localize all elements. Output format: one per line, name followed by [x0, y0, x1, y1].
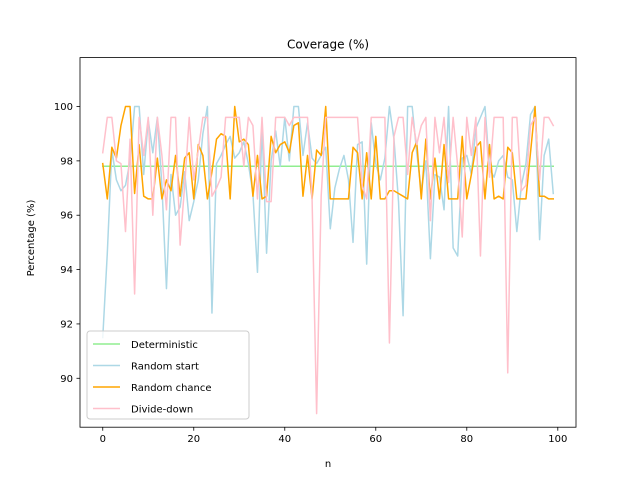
legend-label: Random chance [131, 383, 212, 394]
x-axis-label: n [325, 459, 331, 470]
y-axis-label: Percentage (%) [26, 200, 37, 277]
x-tick-label: 60 [369, 434, 382, 445]
series-line-random-start [101, 105, 555, 339]
chart-title: Coverage (%) [287, 38, 369, 52]
plot-area [79, 57, 577, 428]
y-tick-label: 92 [60, 319, 73, 330]
series-line-divide-down [101, 116, 555, 415]
legend-label: Deterministic [131, 340, 198, 351]
y-axis: 90 92 94 96 98 100 [54, 102, 80, 385]
y-tick-label: 96 [60, 211, 73, 222]
x-axis: 0 20 40 60 80 100 [100, 427, 567, 445]
x-tick-label: 100 [548, 434, 567, 445]
legend-label: Divide-down [131, 405, 193, 416]
y-tick-label: 100 [54, 102, 73, 113]
series-lines [101, 105, 555, 415]
y-tick-label: 94 [60, 265, 73, 276]
x-tick-label: 40 [278, 434, 291, 445]
y-tick-label: 98 [60, 156, 73, 167]
x-tick-label: 80 [460, 434, 473, 445]
axes-frame [79, 57, 577, 428]
y-tick-label: 90 [60, 374, 73, 385]
legend: Deterministic Random start Random chance Di… [86, 330, 250, 420]
legend-box [86, 330, 250, 420]
x-tick-label: 20 [187, 434, 200, 445]
x-tick-label: 0 [100, 434, 106, 445]
legend-label: Random start [131, 362, 199, 373]
